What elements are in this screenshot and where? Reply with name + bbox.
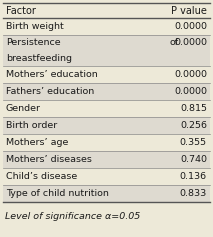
Bar [3,66,210,83]
Bar [3,168,210,185]
Text: 0.0000: 0.0000 [174,38,207,47]
Text: Factor: Factor [6,5,36,15]
Text: 0.740: 0.740 [180,155,207,164]
Text: 0.0000: 0.0000 [174,87,207,96]
Text: Child’s disease: Child’s disease [6,172,77,181]
Text: 0.0000: 0.0000 [174,22,207,31]
Bar [3,35,210,66]
Text: 0.136: 0.136 [180,172,207,181]
Bar [3,83,210,100]
Text: Gender: Gender [6,104,41,113]
Bar [3,3,210,18]
Text: 0.355: 0.355 [180,138,207,147]
Bar [3,134,210,151]
Text: Birth order: Birth order [6,121,57,130]
Text: Fathers’ education: Fathers’ education [6,87,94,96]
Text: 0.815: 0.815 [180,104,207,113]
Text: Persistence: Persistence [6,38,61,47]
Text: 0.833: 0.833 [180,189,207,198]
Text: Type of child nutrition: Type of child nutrition [6,189,109,198]
Text: Birth weight: Birth weight [6,22,64,31]
Bar [3,185,210,202]
Text: Level of significance α=0.05: Level of significance α=0.05 [5,212,140,221]
Text: breastfeeding: breastfeeding [6,54,72,63]
Text: 0.0000: 0.0000 [174,70,207,79]
Text: Mothers’ education: Mothers’ education [6,70,98,79]
Text: P value: P value [171,5,207,15]
Text: Mothers’ age: Mothers’ age [6,138,68,147]
Bar [3,18,210,35]
Text: Mothers’ diseases: Mothers’ diseases [6,155,92,164]
Bar [3,151,210,168]
Text: of: of [170,38,179,47]
Text: 0.256: 0.256 [180,121,207,130]
Bar [3,100,210,117]
Bar [3,117,210,134]
